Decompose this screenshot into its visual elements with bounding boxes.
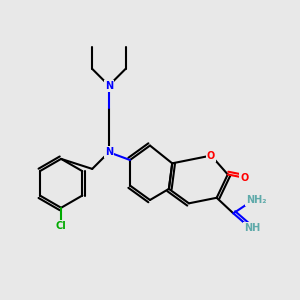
Text: N: N: [105, 147, 113, 157]
Text: N: N: [105, 81, 113, 91]
Text: O: O: [240, 173, 249, 183]
Text: Cl: Cl: [56, 220, 67, 231]
Text: NH₂: NH₂: [246, 195, 267, 205]
Text: NH: NH: [244, 223, 260, 233]
Text: O: O: [207, 151, 215, 160]
